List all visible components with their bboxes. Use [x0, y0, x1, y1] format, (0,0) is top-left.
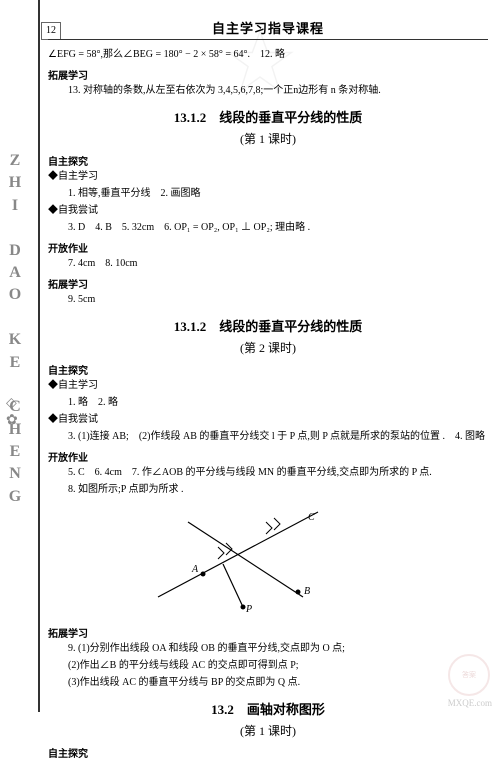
answer-selfstudy-1: 1. 相等,垂直平分线 2. 画图略: [48, 185, 488, 202]
answer-openhw-2b: 8. 如图所示;P 点即为所求 .: [48, 481, 488, 498]
label-selfstudy-2: ◆自主学习: [48, 377, 488, 394]
section-title-1312a: 13.1.2 线段的垂直平分线的性质: [48, 107, 488, 126]
label-selftry-2: ◆自我尝试: [48, 411, 488, 428]
answer-selftry-1: 3. D 4. B 5. 32cm 6. OP₁ = OP₂, OP₁ ⊥ OP…: [48, 219, 488, 236]
label-explore-1: 自主探究: [48, 153, 488, 168]
svg-text:P: P: [245, 604, 252, 612]
section-title-132: 13.2 画轴对称图形: [48, 699, 488, 718]
label-extend-1: 拓展学习: [48, 67, 488, 82]
geometry-diagram: A B C P: [148, 502, 348, 612]
svg-text:B: B: [304, 586, 310, 597]
answer-extend-3a: 9. (1)分别作出线段 OA 和线段 OB 的垂直平分线,交点即为 O 点;: [48, 640, 488, 657]
label-openhw-1: 开放作业: [48, 240, 488, 255]
page-header: 自主学习指导课程: [48, 18, 488, 37]
answer-extend-2: 9. 5cm: [48, 291, 488, 308]
answer-extend-3b: (2)作出∠B 的平分线与线段 AC 的交点即可得到点 P;: [48, 657, 488, 674]
watermark-url: MXQE.com: [448, 698, 492, 708]
svg-text:C: C: [308, 512, 315, 523]
answer-openhw-2a: 5. C 6. 4cm 7. 作∠AOB 的平分线与线段 MN 的垂直平分线,交…: [48, 464, 488, 481]
label-selfstudy-1: ◆自主学习: [48, 168, 488, 185]
side-pinyin: ZHI DAO KE CHENG: [6, 150, 26, 508]
answer-13: 13. 对称轴的条数,从左至右依次为 3,4,5,6,7,8;一个正n边形有 n…: [48, 82, 488, 99]
answer-selftry-2: 3. (1)连接 AB; (2)作线段 AB 的垂直平分线交 l 于 P 点,则…: [48, 428, 488, 445]
ornament-icon: ◇✿: [6, 395, 18, 429]
section-title-1312b: 13.1.2 线段的垂直平分线的性质: [48, 316, 488, 335]
answer-selfstudy-2: 1. 略 2. 略: [48, 394, 488, 411]
lesson-2: (第 2 课时): [48, 339, 488, 356]
label-explore-3: 自主探究: [48, 745, 488, 760]
lesson-3: (第 1 课时): [48, 722, 488, 739]
answer-openhw-1: 7. 4cm 8. 10cm: [48, 255, 488, 272]
lesson-1: (第 1 课时): [48, 130, 488, 147]
label-extend-3: 拓展学习: [48, 625, 488, 640]
answer-extend-3c: (3)作出线段 AC 的垂直平分线与 BP 的交点即为 Q 点.: [48, 674, 488, 691]
label-extend-2: 拓展学习: [48, 276, 488, 291]
answer-line-efg: ∠EFG = 58°,那么∠BEG = 180° − 2 × 58° = 64°…: [48, 46, 488, 63]
label-selftry-1: ◆自我尝试: [48, 202, 488, 219]
label-explore-2: 自主探究: [48, 362, 488, 377]
label-openhw-2: 开放作业: [48, 449, 488, 464]
svg-text:A: A: [191, 564, 199, 575]
watermark-seal: 答案: [448, 654, 490, 696]
